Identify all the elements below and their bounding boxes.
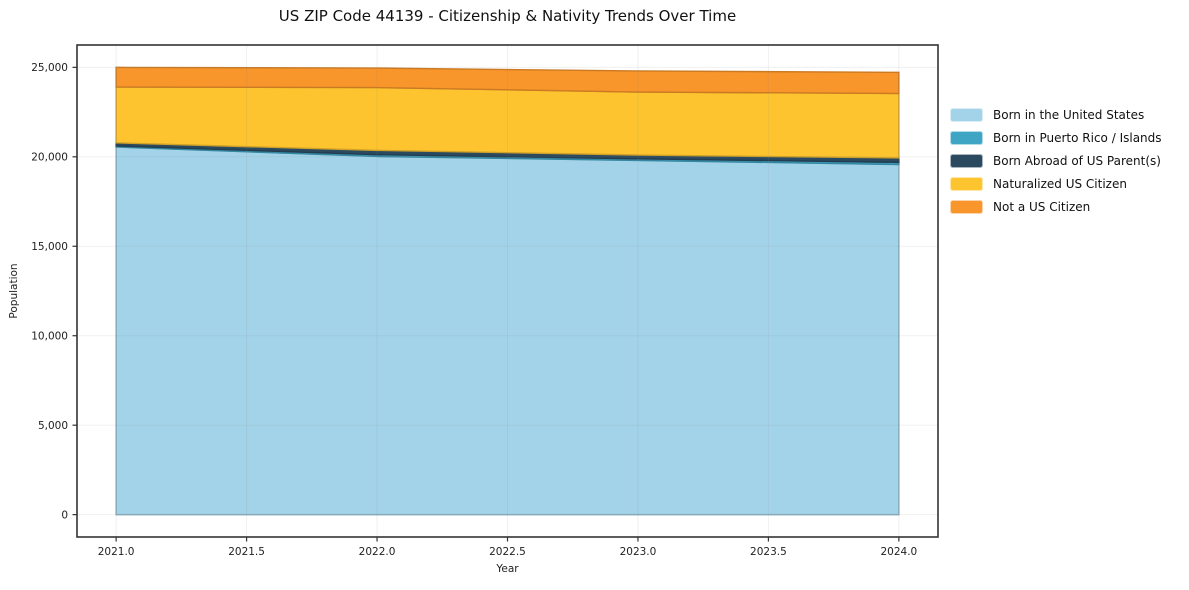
legend-label: Naturalized US Citizen xyxy=(993,176,1127,191)
svg-text:10,000: 10,000 xyxy=(31,331,68,343)
legend-item-born-abroad: Born Abroad of US Parent(s) xyxy=(950,149,1162,172)
x-axis-label: Year xyxy=(496,563,519,575)
legend-label: Not a US Citizen xyxy=(993,199,1091,214)
legend-item-born-us: Born in the United States xyxy=(950,103,1162,126)
svg-text:2023.5: 2023.5 xyxy=(750,546,787,558)
legend-label: Born Abroad of US Parent(s) xyxy=(993,153,1161,168)
legend-swatch-born-abroad xyxy=(950,153,983,168)
legend-swatch-puerto-rico xyxy=(950,130,983,145)
svg-text:2023.0: 2023.0 xyxy=(620,546,657,558)
legend-item-naturalized: Naturalized US Citizen xyxy=(950,172,1162,195)
svg-text:20,000: 20,000 xyxy=(31,152,68,164)
svg-text:0: 0 xyxy=(61,509,68,521)
legend-label: Born in Puerto Rico / Islands xyxy=(993,130,1162,145)
y-axis-label: Population xyxy=(8,263,20,319)
svg-text:2022.0: 2022.0 xyxy=(359,546,396,558)
svg-text:2022.5: 2022.5 xyxy=(489,546,526,558)
legend-item-puerto-rico: Born in Puerto Rico / Islands xyxy=(950,126,1162,149)
svg-text:2021.5: 2021.5 xyxy=(228,546,265,558)
legend-label: Born in the United States xyxy=(993,107,1145,122)
svg-text:2024.0: 2024.0 xyxy=(880,546,917,558)
legend-swatch-naturalized xyxy=(950,176,983,191)
chart-title: US ZIP Code 44139 - Citizenship & Nativi… xyxy=(278,7,737,25)
legend-swatch-not-citizen xyxy=(950,199,983,214)
legend-swatch-born-us xyxy=(950,107,983,122)
svg-text:5,000: 5,000 xyxy=(38,420,68,432)
legend: Born in the United States Born in Puerto… xyxy=(950,103,1162,218)
svg-text:25,000: 25,000 xyxy=(31,62,68,74)
svg-text:2021.0: 2021.0 xyxy=(98,546,135,558)
svg-text:15,000: 15,000 xyxy=(31,241,68,253)
legend-item-not-citizen: Not a US Citizen xyxy=(950,195,1162,218)
